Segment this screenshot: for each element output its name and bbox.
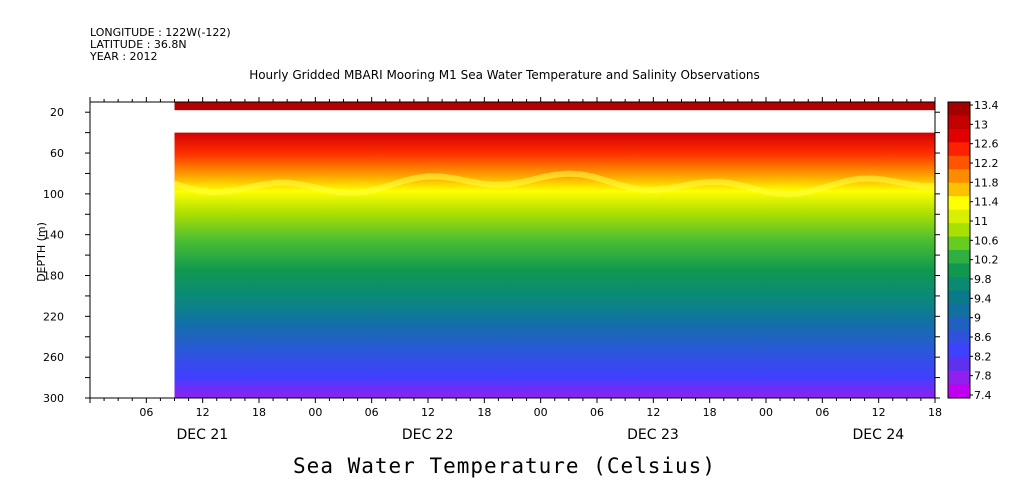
colorbar-label: 10.2: [974, 254, 999, 267]
colorbar-label: 9: [974, 312, 981, 325]
colorbar-swatch: [948, 344, 970, 359]
colorbar-swatch: [948, 236, 970, 251]
y-tick-label: 260: [43, 351, 64, 364]
y-tick-label: 140: [43, 229, 64, 242]
colorbar-label: 12.2: [974, 157, 999, 170]
chart-title: Hourly Gridded MBARI Mooring M1 Sea Wate…: [249, 68, 760, 82]
colorbar-swatch: [948, 303, 970, 318]
x-tick-label: 18: [703, 406, 717, 419]
colorbar-label: 9.8: [974, 273, 992, 286]
x-tick-label: 00: [759, 406, 773, 419]
colorbar-swatch: [948, 276, 970, 291]
x-tick-label: 12: [421, 406, 435, 419]
colorbar-frame: [947, 101, 971, 399]
x-tick-label: 12: [196, 406, 210, 419]
x-date-label: DEC 22: [402, 427, 454, 443]
colorbar-label: 13.4: [974, 99, 999, 112]
colorbar-swatch: [948, 169, 970, 184]
colorbar-swatch: [948, 223, 970, 238]
x-tick-label: 18: [477, 406, 491, 419]
x-tick-label: 18: [928, 406, 942, 419]
y-tick-label: 180: [43, 270, 64, 283]
colorbar-label: 8.2: [974, 350, 992, 363]
colorbar-swatch: [948, 290, 970, 305]
y-axis-label: DEPTH (m): [35, 222, 48, 282]
x-tick-label: 18: [252, 406, 266, 419]
year-label: YEAR : 2012: [90, 50, 158, 63]
y-tick-label: 20: [50, 106, 64, 119]
x-tick-label: 06: [365, 406, 379, 419]
colorbar-label: 11.8: [974, 176, 999, 189]
colorbar-swatch: [948, 102, 970, 116]
colorbar-swatch: [948, 357, 970, 372]
longitude-label: LONGITUDE : 122W(-122): [90, 26, 231, 39]
colorbar-label: 11.4: [974, 196, 999, 209]
colorbar-label: 7.8: [974, 370, 992, 383]
y-tick-label: 300: [43, 392, 64, 405]
colorbar-label: 8.6: [974, 331, 992, 344]
x-tick-label: 00: [308, 406, 322, 419]
x-tick-label: 12: [872, 406, 886, 419]
colorbar-label: 9.4: [974, 292, 992, 305]
colorbar-swatch: [948, 182, 970, 197]
thermocline-contour: [173, 170, 936, 198]
colorbar-label: 10.6: [974, 234, 999, 247]
x-date-label: DEC 21: [176, 427, 228, 443]
x-tick-label: 00: [534, 406, 548, 419]
x-tick-label: 12: [646, 406, 660, 419]
colorbar-label: 11: [974, 215, 988, 228]
x-tick-label: 06: [139, 406, 153, 419]
colorbar-swatch: [948, 384, 970, 399]
colorbar-swatch: [948, 330, 970, 345]
x-tick-label: 06: [815, 406, 829, 419]
latitude-label: LATITUDE : 36.8N: [90, 38, 187, 51]
colorbar-swatch: [948, 115, 970, 130]
colorbar-label: 12.6: [974, 138, 999, 151]
x-tick-label: 06: [590, 406, 604, 419]
colorbar-swatch: [948, 263, 970, 278]
colorbar-swatch: [948, 209, 970, 224]
y-tick-label: 100: [43, 188, 64, 201]
y-tick-label: 60: [50, 147, 64, 160]
colorbar-swatch: [948, 371, 970, 386]
colorbar-swatch: [948, 155, 970, 170]
colorbar-swatch: [948, 128, 970, 143]
colorbar-label: 7.4: [974, 389, 992, 402]
colorbar-swatch: [948, 142, 970, 157]
bottom-variable-label: Sea Water Temperature (Celsius): [293, 454, 716, 478]
colorbar-label: 13: [974, 118, 988, 131]
x-date-label: DEC 23: [627, 427, 679, 443]
surface-layer-band: [174, 102, 935, 111]
y-tick-label: 220: [43, 310, 64, 323]
colorbar-swatch: [948, 250, 970, 264]
x-date-label: DEC 24: [852, 427, 904, 443]
colorbar-swatch: [948, 317, 970, 332]
colorbar-swatch: [948, 196, 970, 211]
